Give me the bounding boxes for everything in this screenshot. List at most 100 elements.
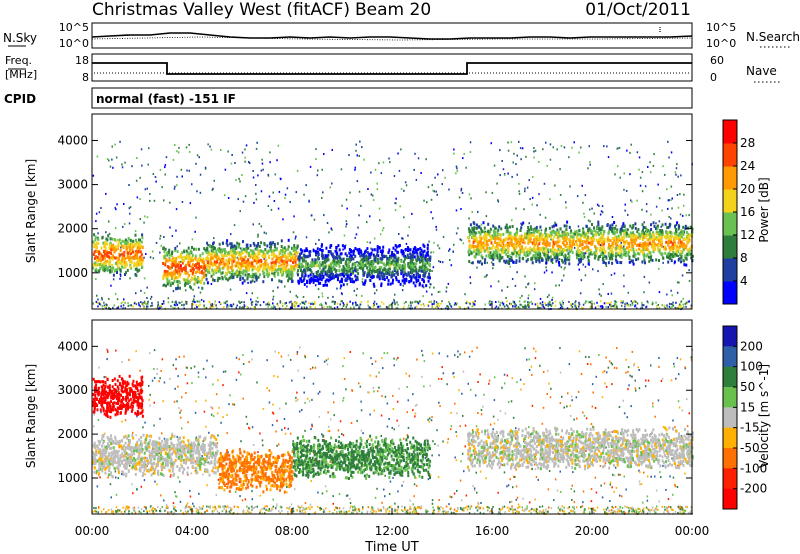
power-cell — [242, 269, 245, 273]
power-cell — [600, 294, 602, 297]
power-cell — [164, 261, 167, 265]
power-cell — [642, 253, 645, 257]
power-cell — [349, 191, 351, 194]
power-cell — [279, 300, 282, 303]
power-cell — [147, 163, 149, 166]
power-cell — [293, 265, 296, 268]
power-cell — [328, 265, 331, 269]
power-cell — [584, 265, 587, 268]
power-cell — [369, 273, 372, 277]
power-cell — [111, 269, 114, 273]
power-cell — [110, 284, 112, 287]
power-cell — [527, 237, 530, 241]
power-cell — [127, 236, 130, 240]
power-cell — [301, 249, 304, 253]
power-cell — [164, 275, 167, 279]
power-cell — [416, 254, 419, 258]
power-cell — [494, 226, 496, 230]
power-cell — [505, 297, 507, 299]
power-cell — [244, 160, 246, 163]
power-cell — [395, 197, 397, 200]
power-cell — [423, 304, 425, 307]
power-cell — [119, 268, 122, 272]
power-cell — [373, 255, 376, 259]
power-cell — [636, 252, 639, 255]
power-cell — [346, 275, 349, 279]
power-cell — [547, 255, 550, 259]
power-cell — [550, 305, 553, 308]
power-cell — [464, 293, 466, 296]
power-cell — [501, 246, 504, 250]
power-cell — [149, 193, 151, 195]
power-cell — [607, 156, 610, 159]
power-cell — [434, 176, 436, 179]
power-cell — [388, 157, 390, 160]
power-cell — [193, 282, 196, 286]
power-cell — [242, 272, 245, 276]
power-cell — [506, 286, 509, 288]
power-cell — [288, 270, 290, 274]
power-cell — [556, 249, 559, 253]
power-cell — [393, 259, 396, 263]
power-cell — [401, 237, 403, 240]
power-cell — [241, 281, 244, 285]
power-cell — [601, 225, 604, 229]
power-cell — [635, 258, 638, 262]
power-cell — [218, 267, 221, 271]
power-cell — [664, 251, 667, 255]
power-cell — [472, 302, 475, 305]
power-cell — [144, 188, 147, 191]
power-cell — [550, 255, 552, 259]
power-cell — [101, 298, 103, 301]
power-cell — [603, 248, 605, 252]
power-cell — [587, 248, 590, 252]
power-cell — [139, 250, 142, 254]
power-cell — [230, 162, 233, 165]
power-cell — [239, 210, 241, 213]
power-cell — [246, 305, 248, 308]
power-cell — [624, 240, 627, 244]
power-cell — [347, 267, 350, 270]
power-cell — [534, 303, 537, 306]
power-cell — [400, 260, 403, 264]
power-cell — [490, 235, 493, 239]
power-cell — [254, 254, 257, 258]
power-cell — [255, 257, 258, 261]
power-cell — [164, 247, 167, 251]
power-cell — [230, 233, 232, 236]
power-cell — [526, 248, 529, 252]
power-cell — [351, 280, 354, 284]
power-cell — [607, 293, 609, 295]
power-cell — [130, 260, 133, 264]
power-cell — [286, 256, 289, 259]
power-cell — [266, 244, 269, 248]
power-cell — [280, 245, 283, 248]
power-cell — [232, 253, 235, 257]
power-cell — [437, 173, 439, 176]
power-cell — [131, 165, 133, 168]
power-cell — [588, 301, 590, 304]
power-cell — [281, 305, 284, 308]
power-cell — [168, 248, 171, 252]
power-cell — [302, 268, 305, 272]
power-cell — [399, 264, 402, 268]
power-cell — [226, 300, 228, 303]
power-cell — [324, 254, 327, 258]
power-cell — [437, 291, 440, 293]
power-cell — [439, 290, 441, 293]
power-cell — [637, 228, 640, 231]
power-cell — [409, 256, 412, 260]
power-cell — [138, 268, 141, 272]
power-cell — [359, 250, 362, 253]
power-cell — [123, 254, 126, 258]
power-cell — [314, 258, 317, 262]
power-cell — [142, 303, 145, 306]
power-cell — [539, 302, 542, 305]
power-cell — [419, 252, 422, 256]
power-cell — [265, 272, 268, 276]
power-cell — [129, 264, 132, 268]
power-cell — [680, 254, 683, 258]
power-cell — [245, 249, 248, 253]
power-cell — [228, 271, 231, 275]
power-cell — [388, 270, 391, 274]
